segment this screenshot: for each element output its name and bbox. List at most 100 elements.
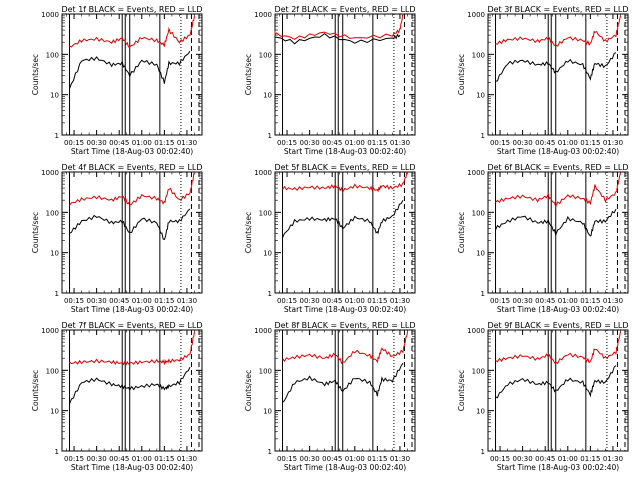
plot-frame (274, 329, 416, 452)
y-tick-label: 10 (50, 92, 59, 100)
y-axis-label: Counts/sec (457, 54, 466, 95)
x-tick-label: 00:30 (87, 297, 107, 305)
y-tick-label: 10 (263, 92, 272, 100)
series-line-events (495, 365, 617, 399)
chart-panel-det-5: Det 5f BLACK = Events, RED = LLD 1 10 100 10… (244, 163, 416, 314)
y-tick-label: 1000 (467, 11, 485, 19)
y-tick-label: 100 (472, 209, 485, 217)
x-tick-label: 01:00 (345, 455, 365, 463)
x-tick-label: 00:30 (87, 139, 107, 147)
x-tick-label: 01:00 (132, 455, 152, 463)
x-tick-label: 01:15 (154, 455, 174, 463)
series-line-lld (495, 331, 621, 365)
x-tick-label: 00:30 (513, 297, 533, 305)
plot-title: Det 6f BLACK = Events, RED = LLD (487, 163, 628, 172)
chart-panel-det-6: Det 6f BLACK = Events, RED = LLD 1 10 100 10… (457, 163, 629, 314)
y-axis-label: Counts/sec (244, 54, 253, 95)
x-tick-label: 01:00 (345, 139, 365, 147)
x-tick-label: 00:15 (490, 455, 510, 463)
y-axis-label: Counts/sec (31, 370, 40, 411)
plot-title: Det 4f BLACK = Events, RED = LLD (61, 163, 202, 172)
x-tick-label: 00:30 (513, 455, 533, 463)
x-tick-label: 00:30 (300, 297, 320, 305)
x-tick-label: 01:15 (580, 139, 600, 147)
plot-frame (487, 329, 629, 452)
y-tick-label: 10 (263, 250, 272, 258)
series-line-lld (282, 331, 408, 365)
x-tick-label: 00:15 (490, 139, 510, 147)
x-tick-label: 00:30 (87, 455, 107, 463)
y-tick-label: 10 (476, 250, 485, 258)
series-line-events (495, 208, 617, 237)
y-tick-label: 1000 (254, 327, 272, 335)
y-axis-label: Counts/sec (244, 212, 253, 253)
x-tick-label: 00:45 (109, 139, 129, 147)
y-tick-label: 100 (46, 367, 59, 375)
x-tick-label: 01:15 (580, 297, 600, 305)
x-tick-label: 01:30 (177, 297, 197, 305)
y-axis-label: Counts/sec (31, 54, 40, 95)
x-axis-label: Start Time (18-Aug-03 00:02:40) (71, 147, 193, 156)
y-tick-label: 100 (259, 367, 272, 375)
y-tick-label: 1 (481, 132, 485, 140)
plot-title: Det 5f BLACK = Events, RED = LLD (274, 163, 415, 172)
y-tick-label: 1 (55, 132, 59, 140)
y-tick-label: 10 (263, 408, 272, 416)
x-tick-label: 01:30 (390, 139, 410, 147)
x-axis-label: Start Time (18-Aug-03 00:02:40) (497, 463, 619, 472)
x-tick-label: 00:45 (535, 139, 555, 147)
y-tick-label: 1000 (254, 169, 272, 177)
x-axis-label: Start Time (18-Aug-03 00:02:40) (497, 147, 619, 156)
x-tick-label: 00:15 (64, 455, 84, 463)
y-tick-label: 1 (268, 448, 272, 456)
x-axis-label: Start Time (18-Aug-03 00:02:40) (71, 305, 193, 314)
series-line-lld (274, 13, 404, 40)
y-tick-label: 1000 (254, 11, 272, 19)
x-tick-label: 00:15 (64, 139, 84, 147)
x-tick-label: 00:30 (513, 139, 533, 147)
y-tick-label: 1 (268, 290, 272, 298)
y-tick-label: 100 (46, 209, 59, 217)
x-axis-label: Start Time (18-Aug-03 00:02:40) (284, 305, 406, 314)
x-tick-label: 01:30 (603, 139, 623, 147)
x-tick-label: 01:30 (603, 455, 623, 463)
x-tick-label: 00:15 (64, 297, 84, 305)
plot-frame (274, 171, 416, 294)
y-tick-label: 1 (481, 448, 485, 456)
x-tick-label: 01:30 (603, 297, 623, 305)
y-tick-label: 10 (50, 408, 59, 416)
x-axis-label: Start Time (18-Aug-03 00:02:40) (497, 305, 619, 314)
y-tick-label: 10 (50, 250, 59, 258)
series-line-events (282, 199, 404, 239)
x-tick-label: 01:00 (558, 139, 578, 147)
x-tick-label: 01:15 (367, 455, 387, 463)
series-line-lld (495, 172, 621, 209)
x-tick-label: 01:15 (154, 297, 174, 305)
y-tick-label: 1000 (467, 327, 485, 335)
plot-frame (487, 171, 629, 294)
x-axis-label: Start Time (18-Aug-03 00:02:40) (284, 463, 406, 472)
x-tick-label: 00:15 (277, 297, 297, 305)
x-tick-label: 00:45 (109, 455, 129, 463)
plot-frame (61, 171, 203, 294)
x-tick-label: 00:15 (490, 297, 510, 305)
plot-title: Det 7f BLACK = Events, RED = LLD (61, 321, 202, 330)
y-tick-label: 1 (55, 448, 59, 456)
chart-panel-det-1: Det 1f BLACK = Events, RED = LLD 1 10 100 10… (31, 5, 203, 156)
chart-panel-det-9: Det 9f BLACK = Events, RED = LLD 1 10 100 10… (457, 321, 629, 472)
y-tick-label: 10 (476, 408, 485, 416)
plot-title: Det 9f BLACK = Events, RED = LLD (487, 321, 628, 330)
x-tick-label: 00:45 (535, 297, 555, 305)
chart-panel-det-7: Det 7f BLACK = Events, RED = LLD 1 10 100 10… (31, 321, 203, 472)
series-line-events (274, 32, 401, 45)
x-tick-label: 00:30 (300, 455, 320, 463)
x-tick-label: 00:15 (277, 455, 297, 463)
y-tick-label: 100 (259, 51, 272, 59)
series-line-events (69, 50, 191, 89)
y-tick-label: 1000 (467, 169, 485, 177)
x-tick-label: 00:45 (322, 139, 342, 147)
plot-frame (274, 13, 416, 136)
x-tick-label: 00:45 (535, 455, 555, 463)
y-tick-label: 1 (268, 132, 272, 140)
